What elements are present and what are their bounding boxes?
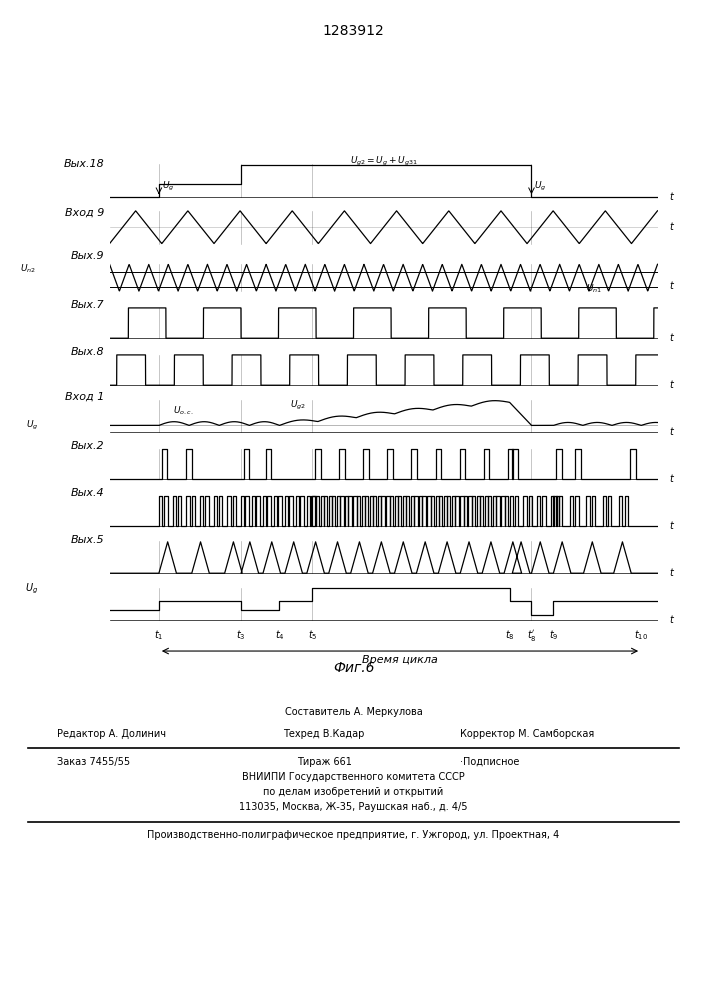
Text: $t_5$: $t_5$ (308, 628, 317, 642)
Text: t: t (670, 521, 674, 531)
Text: $U_g$: $U_g$ (534, 180, 547, 193)
Text: $U_g$: $U_g$ (26, 419, 38, 432)
Text: по делам изобретений и открытий: по делам изобретений и открытий (264, 787, 443, 797)
Text: $t_8$: $t_8$ (505, 628, 515, 642)
Text: Вых.9: Вых.9 (71, 251, 104, 261)
Text: $U_g$: $U_g$ (162, 180, 174, 193)
Text: $U_{о.с.}$: $U_{о.с.}$ (173, 404, 193, 417)
Text: $U_{n1}$: $U_{n1}$ (586, 282, 602, 295)
Text: Техред В.Кадар: Техред В.Кадар (283, 729, 364, 739)
Text: $U_{g2}$: $U_{g2}$ (291, 399, 306, 412)
Text: Корректор М. Самборская: Корректор М. Самборская (460, 729, 594, 739)
Text: Время цикла: Время цикла (362, 655, 438, 665)
Text: Вых.7: Вых.7 (71, 300, 104, 310)
Text: Заказ 7455/55: Заказ 7455/55 (57, 757, 129, 767)
Text: t: t (670, 222, 674, 232)
Text: Вход 9: Вход 9 (65, 207, 104, 217)
Text: $t_8'$: $t_8'$ (527, 628, 537, 643)
Text: Вход 1: Вход 1 (65, 392, 104, 402)
Text: ВНИИПИ Государственного комитета СССР: ВНИИПИ Государственного комитета СССР (242, 772, 465, 782)
Text: t: t (670, 568, 674, 578)
Text: Вых.8: Вых.8 (71, 347, 104, 357)
Text: $t_{10}$: $t_{10}$ (634, 628, 648, 642)
Text: $U_g$: $U_g$ (25, 581, 38, 596)
Text: 113035, Москва, Ж-35, Раушская наб., д. 4/5: 113035, Москва, Ж-35, Раушская наб., д. … (239, 802, 468, 812)
Text: t: t (670, 380, 674, 390)
Text: 1283912: 1283912 (322, 24, 385, 38)
Text: t: t (670, 427, 674, 437)
Text: $t_1$: $t_1$ (154, 628, 163, 642)
Text: $t_4$: $t_4$ (274, 628, 284, 642)
Text: ·Подписное: ·Подписное (460, 757, 519, 767)
Text: Тираж 661: Тираж 661 (297, 757, 352, 767)
Text: $U_{n2}$: $U_{n2}$ (20, 262, 35, 275)
Text: t: t (670, 192, 674, 202)
Text: Составитель А. Меркулова: Составитель А. Меркулова (285, 707, 422, 717)
Text: Фиг.6: Фиг.6 (333, 661, 374, 675)
Text: t: t (670, 474, 674, 484)
Text: Производственно-полиграфическое предприятие, г. Ужгород, ул. Проектная, 4: Производственно-полиграфическое предприя… (147, 830, 560, 840)
Text: $t_3$: $t_3$ (236, 628, 246, 642)
Text: Вых.5: Вых.5 (71, 535, 104, 545)
Text: Вых.18: Вых.18 (64, 159, 104, 169)
Text: $U_{g2}=U_g+U_{g31}$: $U_{g2}=U_g+U_{g31}$ (350, 155, 417, 168)
Text: $t_9$: $t_9$ (549, 628, 559, 642)
Text: t: t (670, 281, 674, 291)
Text: t: t (670, 615, 674, 625)
Text: Редактор А. Долинич: Редактор А. Долинич (57, 729, 165, 739)
Text: t: t (670, 333, 674, 343)
Text: Вых.4: Вых.4 (71, 488, 104, 498)
Text: Вых.2: Вых.2 (71, 441, 104, 451)
